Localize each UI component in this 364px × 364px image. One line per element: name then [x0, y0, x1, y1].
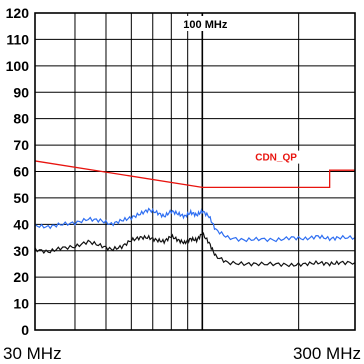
y-axis-ticks: 0 10 20 30 40 50 60 70 80 90 100 110 120 [6, 5, 30, 338]
y-tick-label: 20 [13, 269, 29, 285]
y-tick-label: 70 [13, 137, 29, 153]
y-tick-label: 40 [13, 216, 29, 232]
plot-border [34, 12, 356, 331]
y-tick-label: 0 [21, 322, 29, 338]
annotation-layer: 100 MHz [176, 16, 229, 31]
y-tick-label: 110 [6, 31, 29, 47]
limit-line-label: CDN_QP [255, 153, 297, 164]
x-axis-ticks: 30 MHz 300 MHz [3, 344, 361, 363]
annotation-background [176, 16, 229, 31]
y-tick-label: 120 [6, 5, 30, 21]
cdn-qp-trace [34, 160, 355, 189]
y-tick-label: 30 [13, 243, 29, 259]
black-trace [34, 231, 356, 268]
limit-label-background [246, 150, 307, 164]
legend-layer: CDN_QP [246, 150, 307, 164]
y-tick-label: 90 [13, 84, 29, 100]
blue-trace [34, 207, 356, 243]
series-layer [34, 160, 356, 268]
x-tick-label: 30 MHz [3, 344, 62, 363]
x-tick-label: 300 MHz [293, 344, 361, 363]
y-tick-label: 100 [6, 58, 30, 74]
annotation-100mhz: 100 MHz [183, 19, 228, 31]
y-tick-label: 50 [13, 190, 29, 206]
y-tick-label: 60 [13, 164, 29, 180]
y-tick-label: 10 [13, 296, 29, 312]
y-tick-label: 80 [13, 111, 29, 127]
